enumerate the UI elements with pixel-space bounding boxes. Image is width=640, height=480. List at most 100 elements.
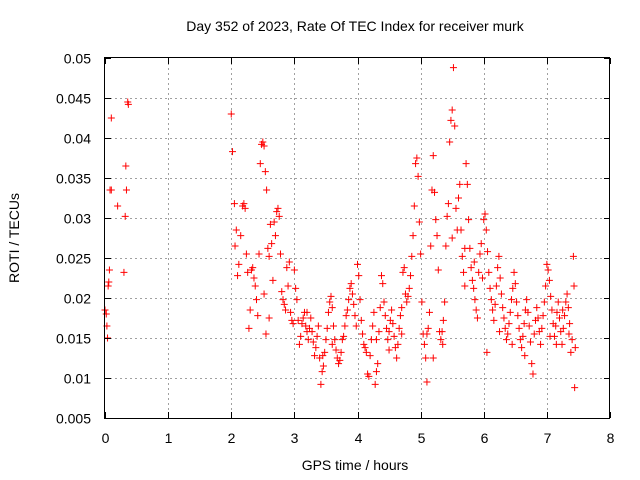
x-tick-label: 5 <box>418 430 426 446</box>
y-tick-label: 0.035 <box>56 171 91 187</box>
data-point <box>264 244 272 252</box>
data-point <box>526 338 534 346</box>
data-point <box>569 252 577 260</box>
data-point <box>107 114 115 122</box>
data-point <box>302 322 310 330</box>
data-point <box>298 320 306 328</box>
data-point <box>287 308 295 316</box>
data-point <box>556 314 563 322</box>
data-point <box>292 284 300 292</box>
data-point <box>351 312 359 320</box>
data-point <box>438 328 446 336</box>
data-point <box>323 324 331 332</box>
data-point <box>529 370 537 378</box>
data-point <box>409 232 417 240</box>
data-point <box>312 344 320 352</box>
data-point <box>425 308 433 316</box>
data-point <box>461 282 469 290</box>
data-point <box>230 200 238 208</box>
data-point <box>559 324 567 332</box>
data-point <box>280 300 288 308</box>
data-point <box>521 352 529 360</box>
data-point <box>311 352 319 360</box>
data-point <box>434 266 442 274</box>
data-point <box>114 202 122 210</box>
data-point <box>563 290 571 298</box>
grid-lines <box>105 58 610 418</box>
data-point <box>372 336 380 344</box>
data-point <box>319 362 327 370</box>
data-point <box>449 64 457 72</box>
data-point <box>470 284 478 292</box>
data-point <box>457 226 465 234</box>
data-point <box>341 322 349 330</box>
data-point <box>490 316 498 324</box>
data-point <box>365 372 373 380</box>
data-point <box>461 244 469 252</box>
data-point <box>405 284 413 292</box>
data-point <box>566 320 574 328</box>
data-point <box>235 260 243 268</box>
data-point <box>448 234 456 242</box>
data-point <box>481 210 489 218</box>
data-point <box>441 298 449 306</box>
data-point <box>548 306 556 314</box>
data-point <box>431 188 439 196</box>
data-point <box>290 266 298 274</box>
data-point <box>492 282 500 290</box>
y-tick-label: 0.045 <box>56 91 91 107</box>
data-point <box>308 328 316 336</box>
data-point <box>374 360 382 368</box>
data-point <box>533 304 541 312</box>
data-point <box>342 312 350 320</box>
data-point <box>571 384 579 392</box>
data-point <box>360 340 368 348</box>
data-point <box>571 344 579 352</box>
data-point <box>489 306 497 314</box>
data-point <box>423 378 431 386</box>
data-point <box>552 340 560 348</box>
data-point <box>250 274 258 282</box>
data-point <box>470 258 478 266</box>
data-point <box>545 276 553 284</box>
data-point <box>263 186 271 194</box>
data-point <box>475 268 483 276</box>
data-point <box>288 316 296 324</box>
data-point <box>324 308 332 316</box>
data-point <box>335 360 343 368</box>
data-point <box>508 340 516 348</box>
data-point <box>494 264 502 272</box>
data-point <box>299 314 307 322</box>
data-point <box>396 312 404 320</box>
data-point <box>404 292 412 300</box>
data-point <box>496 274 504 282</box>
data-point <box>379 280 387 288</box>
data-point <box>376 304 384 312</box>
data-point <box>562 298 570 306</box>
data-point <box>439 340 447 348</box>
data-point <box>270 218 278 226</box>
data-point <box>395 324 403 332</box>
data-point <box>389 320 397 328</box>
data-point <box>340 332 348 340</box>
data-point <box>242 250 250 258</box>
data-point <box>355 272 363 280</box>
data-point <box>318 368 326 376</box>
data-point <box>121 212 129 220</box>
data-point <box>433 232 441 240</box>
data-point <box>485 268 493 276</box>
data-point <box>502 336 510 344</box>
data-point <box>534 314 542 322</box>
y-tick-labels: 0.005 0.01 0.015 0.02 0.025 0.03 0.035 0.04 0.04… <box>56 51 91 427</box>
data-point <box>447 116 455 124</box>
data-point <box>412 160 420 168</box>
data-point <box>542 282 550 290</box>
data-point <box>429 354 437 362</box>
data-point <box>107 186 115 194</box>
data-point <box>307 314 315 322</box>
data-point <box>283 264 291 272</box>
data-point <box>352 322 360 330</box>
data-point <box>482 226 490 234</box>
data-point <box>293 296 301 304</box>
data-point <box>473 314 481 322</box>
